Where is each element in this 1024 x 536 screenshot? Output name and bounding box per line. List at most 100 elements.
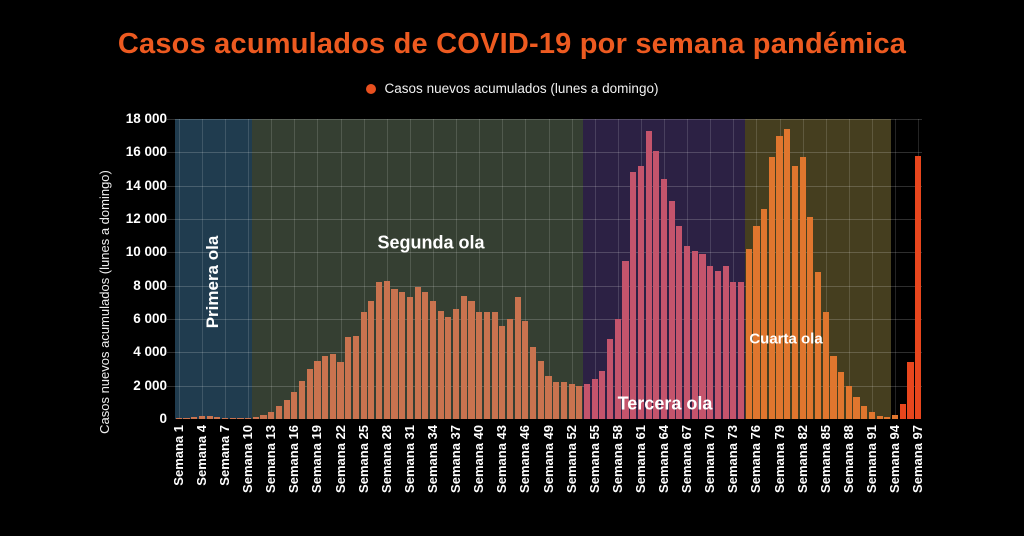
y-tick-label: 4 000 — [133, 344, 167, 360]
gridline-week-4 — [201, 119, 203, 419]
bar-week-47 — [530, 347, 537, 419]
bar-week-32 — [414, 287, 421, 419]
bar-week-23 — [345, 337, 352, 419]
bar-week-86 — [830, 355, 837, 419]
gridline-week-43 — [502, 119, 504, 419]
bar-week-91 — [868, 411, 876, 419]
gridline-week-1 — [178, 119, 180, 419]
bar-week-78 — [768, 157, 775, 419]
x-tick-label-week-19: Semana 19 — [309, 425, 325, 493]
bar-week-77 — [761, 209, 768, 419]
gridline-y-14000 — [167, 185, 922, 187]
bar-week-79 — [776, 135, 783, 419]
gridline-week-73 — [733, 119, 735, 419]
bar-week-38 — [460, 295, 467, 419]
bar-week-59 — [622, 260, 629, 419]
gridline-week-91 — [871, 119, 873, 419]
y-tick-label: 8 000 — [133, 277, 167, 293]
bar-week-73 — [730, 282, 737, 419]
bar-week-70 — [707, 265, 714, 419]
bar-week-14 — [275, 406, 283, 419]
x-tick-label-week-70: Semana 70 — [702, 425, 718, 493]
gridline-week-37 — [456, 119, 458, 419]
bar-week-3 — [191, 416, 198, 419]
bar-week-64 — [660, 179, 668, 419]
bar-week-76 — [753, 225, 760, 419]
bar-week-8 — [229, 418, 236, 419]
bar-week-12 — [260, 415, 267, 419]
gridline-week-7 — [225, 119, 227, 419]
bar-week-81 — [791, 165, 798, 419]
x-tick-label-week-64: Semana 64 — [656, 425, 672, 493]
x-tick-label-week-85: Semana 85 — [817, 425, 833, 493]
x-tick-label-week-76: Semana 76 — [748, 425, 764, 493]
x-tick-label-week-43: Semana 43 — [494, 425, 510, 493]
bar-week-67 — [684, 245, 691, 419]
y-tick-label: 6 000 — [133, 311, 167, 326]
x-tick-label-week-34: Semana 34 — [424, 425, 440, 493]
y-tick-label: 2 000 — [133, 377, 167, 393]
x-tick-label-week-7: Semana 7 — [217, 425, 233, 486]
gridline-week-25 — [363, 119, 365, 419]
x-tick-label-week-52: Semana 52 — [563, 425, 579, 493]
bar-week-49 — [545, 375, 552, 419]
x-tick-label-week-46: Semana 46 — [517, 425, 533, 493]
bar-week-46 — [522, 320, 529, 419]
bar-week-21 — [329, 354, 336, 419]
y-tick-label: 18 000 — [125, 111, 167, 126]
gridline-week-22 — [340, 119, 342, 419]
gridline-week-13 — [271, 119, 273, 419]
plot-area — [167, 119, 922, 419]
x-tick-label-week-49: Semana 49 — [540, 425, 556, 493]
x-tick-label-week-13: Semana 13 — [263, 425, 279, 493]
bar-week-82 — [799, 157, 806, 419]
bar-week-6 — [214, 417, 221, 419]
y-tick-label: 0 — [159, 411, 167, 426]
x-tick-label-week-22: Semana 22 — [332, 425, 348, 493]
bar-week-90 — [861, 405, 868, 419]
bar-week-57 — [607, 339, 614, 419]
x-tick-label-week-79: Semana 79 — [771, 425, 787, 493]
x-tick-label-week-25: Semana 25 — [355, 425, 371, 493]
bar-week-37 — [453, 309, 460, 419]
y-tick-label: 10 000 — [125, 244, 167, 260]
bar-week-51 — [560, 382, 567, 419]
gridline-week-58 — [617, 119, 619, 419]
gridline-week-85 — [825, 119, 827, 419]
gridline-week-52 — [571, 119, 573, 419]
bar-week-36 — [445, 317, 452, 419]
bar-week-92 — [876, 415, 883, 419]
x-tick-label-week-91: Semana 91 — [863, 425, 879, 493]
bar-week-1 — [175, 418, 182, 419]
bar-week-17 — [298, 380, 306, 419]
bar-week-45 — [514, 297, 521, 419]
bar-week-30 — [399, 292, 406, 419]
gridline-y-18000 — [167, 119, 922, 120]
bar-week-35 — [437, 310, 444, 419]
bar-week-13 — [268, 411, 275, 419]
bar-week-41 — [483, 312, 490, 419]
bar-week-50 — [553, 382, 560, 419]
bar-week-94 — [891, 414, 899, 419]
wave-band-primera — [175, 119, 252, 419]
bar-week-72 — [722, 265, 729, 419]
legend-marker-icon — [365, 83, 376, 94]
x-tick-label-week-31: Semana 31 — [401, 425, 417, 493]
bar-week-9 — [237, 418, 244, 419]
gridline-y-12000 — [167, 219, 922, 220]
bar-week-15 — [283, 400, 290, 419]
bar-week-89 — [853, 397, 860, 419]
x-tick-label-week-16: Semana 16 — [286, 425, 302, 493]
bar-week-68 — [691, 250, 698, 419]
bar-week-28 — [383, 280, 390, 419]
gridline-week-34 — [432, 119, 434, 419]
bar-week-24 — [352, 335, 360, 419]
bar-week-10 — [245, 418, 252, 419]
gridline-week-49 — [548, 119, 550, 419]
bar-week-48 — [537, 360, 544, 419]
bar-week-58 — [614, 319, 621, 419]
x-tick-label-week-4: Semana 4 — [193, 425, 209, 486]
bar-week-33 — [422, 292, 429, 419]
x-tick-label-week-88: Semana 88 — [840, 425, 856, 493]
